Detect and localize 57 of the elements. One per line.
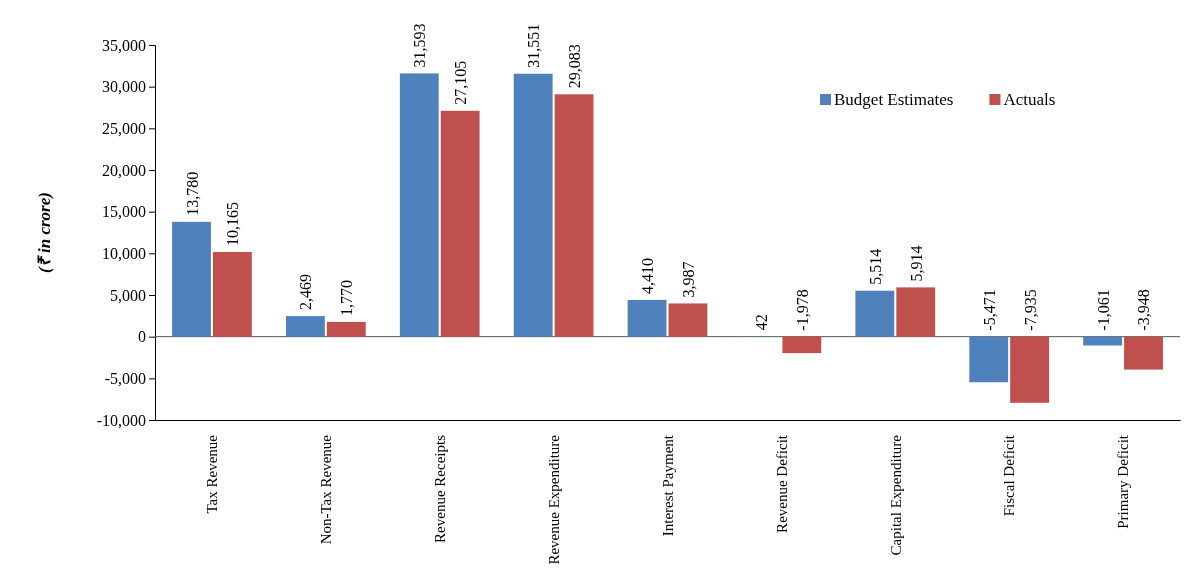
bar [969,336,1009,383]
y-tick-label: 20,000 [102,161,146,179]
y-tick-label: 10,000 [102,244,146,262]
x-tick-label: Revenue Expenditure [545,434,562,565]
data-label: 29,083 [566,44,584,89]
data-label: 27,105 [452,60,470,105]
y-tick-label: -5,000 [104,369,146,387]
x-tick-label: Revenue Deficit [773,434,790,533]
y-tick-label: 30,000 [102,78,146,96]
bar [855,290,895,337]
bar [212,251,252,337]
x-tick-label: Capital Expenditure [887,434,904,556]
bar [1083,336,1123,346]
x-tick-label: Fiscal Deficit [1001,434,1018,517]
y-tick-label: -10,000 [96,411,146,429]
data-label: -5,471 [980,289,998,331]
bar [285,316,325,337]
x-tick-label: Tax Revenue [204,434,221,514]
data-label: 13,780 [183,171,201,216]
y-tick-label: 15,000 [102,203,146,221]
bar [627,299,667,337]
data-label: 2,469 [297,274,315,311]
legend-label: Actuals [1003,90,1056,109]
bar [513,73,553,337]
legend-label: Budget Estimates [834,90,954,109]
data-label: 31,551 [525,23,543,68]
bar [554,94,594,337]
data-label: 3,987 [679,261,697,298]
bar [399,73,439,337]
x-tick-label: Interest Payment [659,434,676,537]
data-label: 10,165 [224,201,242,246]
bar [440,110,480,337]
x-tick-label: Revenue Receipts [431,434,448,543]
bar [172,221,211,337]
data-label: -7,935 [1021,289,1039,331]
data-label: 4,410 [639,257,657,294]
data-label: 5,914 [907,245,925,282]
data-label: 31,593 [411,23,429,68]
x-tick-label: Primary Deficit [1115,434,1132,529]
y-tick-label: 5,000 [110,286,146,304]
data-label: 1,770 [338,279,356,316]
y-tick-label: 25,000 [102,119,146,137]
bar [1010,336,1050,403]
data-label: -1,978 [793,289,811,331]
data-label: -3,948 [1135,289,1153,331]
bar [668,303,708,337]
bar [1124,336,1163,370]
y-tick-label: 35,000 [102,36,146,54]
data-label: 5,514 [866,248,884,285]
data-label: -1,061 [1094,289,1112,331]
bar [896,287,936,337]
x-tick-label: Non-Tax Revenue [318,434,335,545]
bar [782,336,822,354]
y-tick-label: 0 [138,328,146,346]
bar [326,321,366,337]
y-axis-title: (₹ in crore) [35,192,54,273]
data-label: 42 [752,314,770,331]
